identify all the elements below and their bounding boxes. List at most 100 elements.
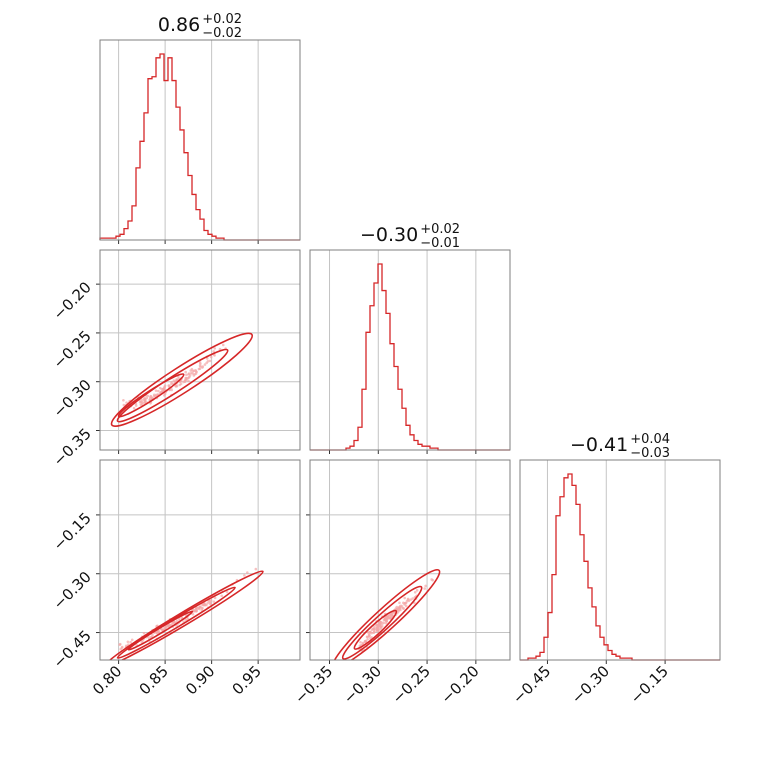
contour-level-1 [341,585,423,660]
scatter-point [388,616,392,620]
x-tick-label: −0.45 [509,662,554,707]
scatter-point [193,373,197,376]
scatter-point [378,621,382,624]
scatter-point [205,357,209,360]
scatter-point [124,644,128,648]
title-median: −0.30 [360,224,418,246]
contour-level-1 [116,348,229,423]
scatter-point [402,607,405,610]
scatter-point [373,627,377,630]
scatter-point [198,364,202,367]
scatter-point [243,574,246,577]
scatter-point [206,360,210,363]
histogram-panel-0 [99,40,300,244]
scatter-point [157,389,160,393]
scatter-point [175,619,179,622]
scatter-point [187,372,191,375]
scatter-point [191,612,195,616]
scatter-point [189,369,193,372]
scatter-point [213,347,217,350]
scatter-point [400,606,403,609]
scatter-point [380,624,384,628]
scatter-point [151,633,154,637]
scatter-point [397,606,401,609]
scatter-point [184,618,188,622]
y-tick-label: −0.25 [50,327,95,372]
scatter-point [365,635,369,639]
scatter-point [191,372,195,375]
scatter-panel-0-2-frame [99,459,301,661]
y-tick-label: −0.15 [50,509,95,554]
scatter-point [143,399,147,403]
scatter-point [154,389,158,392]
contour-level-1 [116,586,236,659]
histogram-line-2 [520,473,720,661]
contour-level-2 [331,568,441,660]
scatter-point [201,366,204,369]
scatter-point [120,645,124,649]
scatter-point [160,387,164,391]
scatter-point [370,636,373,639]
scatter-point [140,402,144,406]
scatter-point [377,629,380,632]
scatter-point [174,384,177,388]
scatter-point [183,379,187,383]
scatter-point [208,359,212,363]
scatter-point [220,594,224,598]
scatter-point [187,379,190,383]
scatter-point [200,607,204,610]
scatter-point [366,638,369,641]
x-tick-label: −0.30 [340,662,385,707]
scatter-point [194,368,197,372]
scatter-point [209,602,212,606]
scatter-point [170,382,173,386]
scatter-point [254,567,258,571]
scatter-point [413,591,417,594]
scatter-point [122,398,125,402]
scatter-point [221,343,225,347]
title-median: 0.86 [158,14,200,36]
scatter-point [185,377,189,380]
scatter-point [218,347,222,351]
scatter-point [145,396,149,400]
x-tick-label: −0.20 [437,662,482,707]
scatter-panel-0-1-frame [99,249,301,451]
x-tick-label: 0.85 [136,662,172,698]
scatter-point [170,388,174,392]
scatter-panel-0-1: −0.35−0.30−0.25−0.20 [50,250,300,470]
scatter-point [403,596,406,600]
scatter-point [403,601,406,605]
scatter-point [130,638,134,642]
scatter-point [424,584,427,588]
scatter-point [213,596,217,600]
title-median: −0.41 [570,434,628,456]
scatter-point [409,598,412,601]
histogram-panel-1 [310,250,510,454]
scatter-point [359,640,362,644]
scatter-point [246,571,249,574]
scatter-panel-0-2: 0.80 0.85 0.90 0.95 −0.45 −0.30 −0.15 [50,460,300,698]
scatter-point [134,404,138,407]
scatter-point [197,367,201,371]
scatter-point [184,370,187,374]
x-tick-label: −0.15 [627,662,672,707]
scatter-point [203,363,207,366]
scatter-point [368,633,371,637]
x-tick-label: −0.25 [389,662,434,707]
x-tick-label: 0.95 [229,662,265,698]
scatter-panel-1-2: −0.35 −0.30 −0.25 −0.20 [291,460,510,707]
title-upper-error: +0.02 [420,222,460,237]
scatter-point [398,601,401,605]
scatter-point [378,624,381,628]
scatter-point [206,601,210,605]
scatter-point [154,393,158,397]
scatter-point [203,602,206,606]
x-tick-label: 0.80 [89,662,125,698]
parameter-title-1: −0.30 [360,224,418,246]
scatter-point [431,578,435,582]
scatter-point [195,609,198,613]
scatter-point [122,403,126,407]
contour-level-2 [103,570,264,660]
scatter-point [152,394,156,398]
